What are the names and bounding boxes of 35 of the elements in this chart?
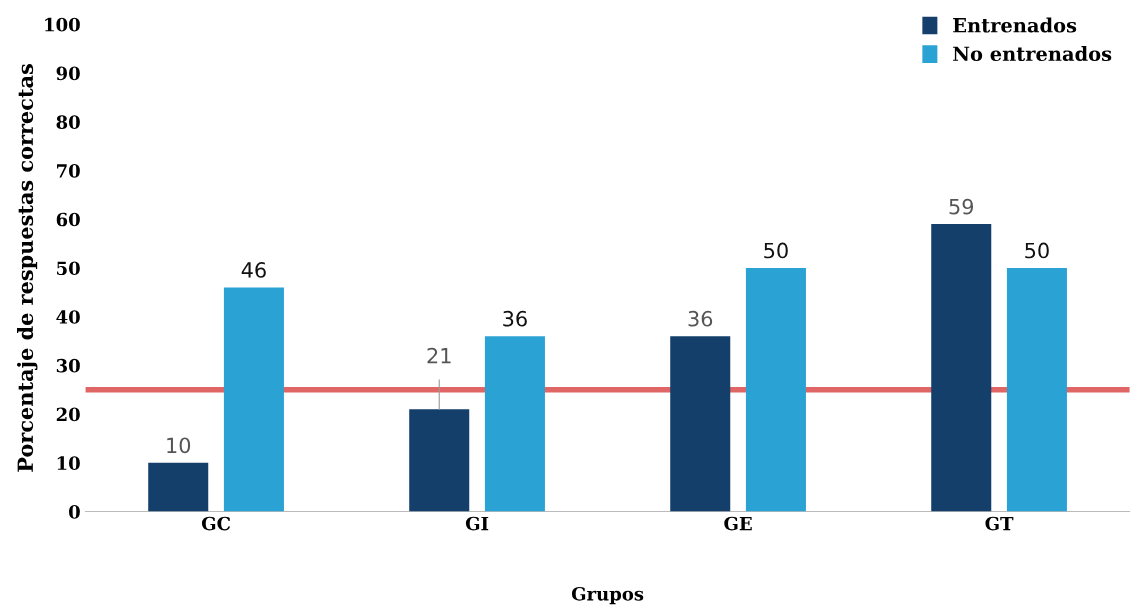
y-tick-label: 40 [56, 310, 80, 324]
data-label: 36 [503, 310, 527, 327]
y-tick-label: 20 [56, 407, 80, 422]
x-tick-label: GI [465, 516, 489, 531]
y-tick-label: 100 [45, 17, 80, 32]
bar [409, 409, 470, 512]
bar [1006, 267, 1067, 512]
bar [745, 267, 806, 512]
legend-label: No entrenados [953, 46, 1112, 62]
x-tick-label: GT [985, 516, 1014, 531]
data-label: 10 [167, 437, 191, 454]
y-tick-label: 0 [69, 505, 80, 519]
bar [931, 224, 992, 512]
bar [148, 462, 209, 512]
y-tick-label: 70 [57, 163, 80, 178]
bar [484, 336, 545, 512]
y-tick-label: 60 [56, 212, 80, 227]
y-tick-label: 10 [57, 456, 80, 470]
y-tick-label: 80 [56, 115, 80, 129]
y-tick-label: 50 [57, 261, 80, 276]
data-label: 59 [949, 198, 974, 215]
y-tick-label: 90 [56, 66, 80, 81]
bar [670, 336, 731, 512]
data-label: 50 [1025, 242, 1049, 259]
data-label: 21 [427, 347, 451, 364]
data-label: 50 [764, 242, 788, 259]
y-axis-title: Porcentaje de respuestas correctas [17, 64, 38, 472]
x-tick-label: GC [201, 516, 231, 531]
x-tick-label: GE [724, 516, 752, 531]
y-tick-label: 30 [56, 358, 80, 373]
legend-label: Entrenados [953, 17, 1077, 33]
bar [223, 287, 284, 512]
data-label: 36 [688, 310, 713, 327]
x-axis-title: Grupos [571, 586, 644, 605]
data-label: 46 [241, 262, 266, 278]
